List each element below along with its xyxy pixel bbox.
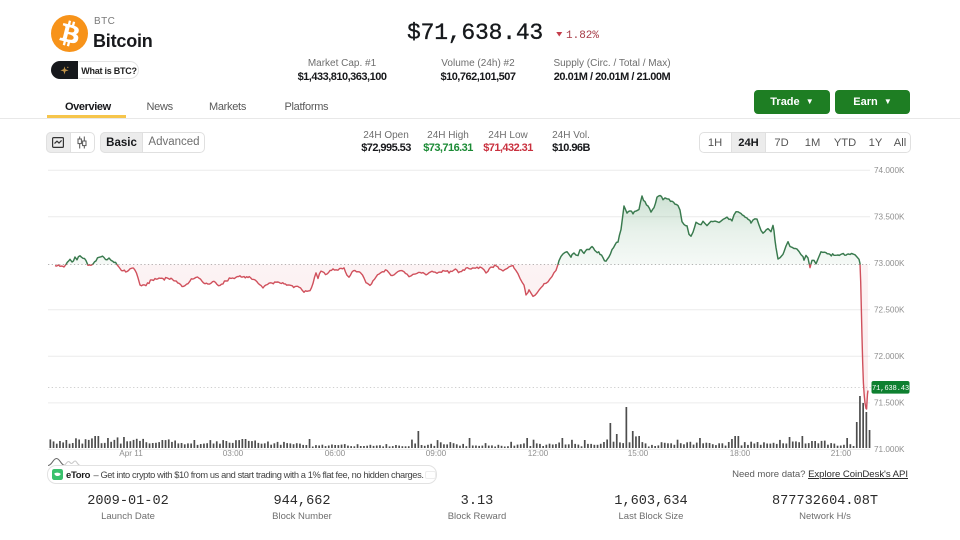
svg-text:03:00: 03:00 [223,449,244,458]
svg-text:74.000K: 74.000K [874,166,905,175]
svg-text:72.500K: 72.500K [874,306,905,315]
svg-text:72.000K: 72.000K [874,352,905,361]
svg-text:12:00: 12:00 [528,449,549,458]
svg-text:21:00: 21:00 [831,449,852,458]
svg-text:Apr 11: Apr 11 [119,449,143,458]
svg-text:15:00: 15:00 [628,449,649,458]
svg-text:06:00: 06:00 [325,449,346,458]
svg-text:73.500K: 73.500K [874,213,905,222]
svg-text:18:00: 18:00 [730,449,751,458]
svg-text:73.000K: 73.000K [874,259,905,268]
svg-text:09:00: 09:00 [426,449,447,458]
svg-text:71,638.43: 71,638.43 [872,385,909,393]
svg-text:71.500K: 71.500K [874,399,905,408]
svg-text:71.000K: 71.000K [874,445,905,454]
